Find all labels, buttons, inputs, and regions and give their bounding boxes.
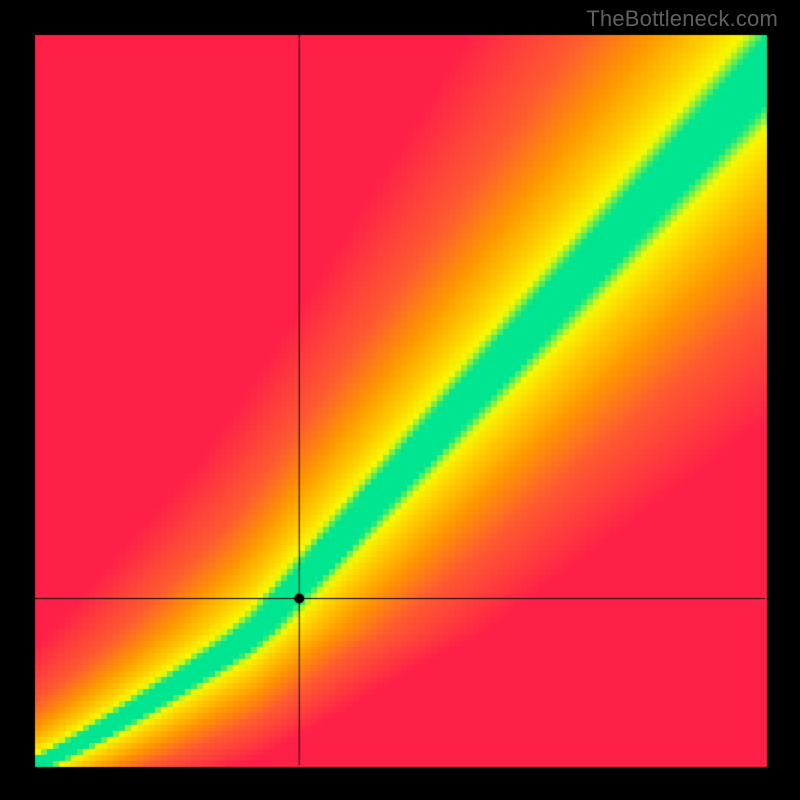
chart-container: TheBottleneck.com <box>0 0 800 800</box>
heatmap-canvas <box>0 0 800 800</box>
watermark-text: TheBottleneck.com <box>586 6 778 32</box>
